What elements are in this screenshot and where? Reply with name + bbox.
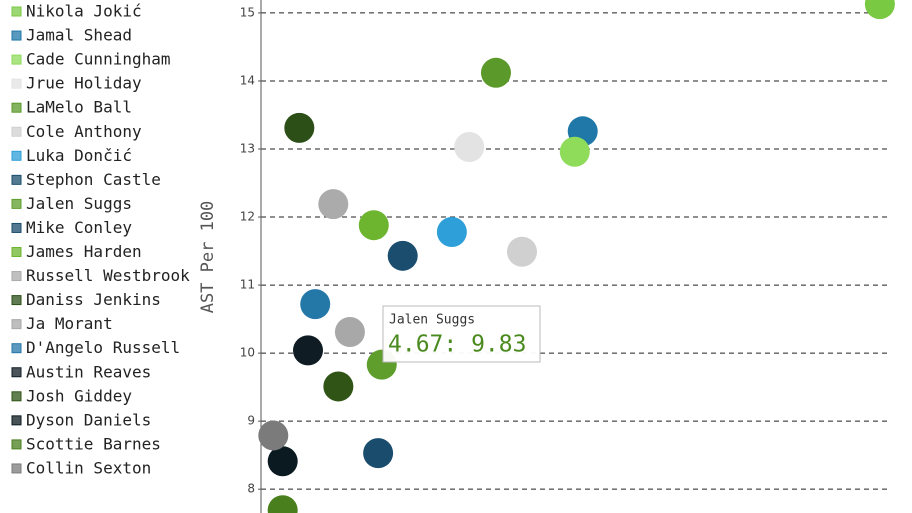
y-tick-label: 10 [240,346,255,360]
legend-label: Josh Giddey [26,386,132,405]
legend-swatch [11,463,22,474]
legend-swatch [11,150,22,161]
legend-label: Ja Morant [26,314,113,333]
grid: 8 9 10 11 12 13 14 15 [240,5,890,496]
y-tick-label: 8 [247,482,255,496]
legend-label: Collin Sexton [26,458,151,477]
point [334,317,365,348]
y-tick-label: 9 [247,414,255,428]
y-axis-label: AST Per 100 [198,201,218,314]
point [358,210,389,241]
tooltip-box [382,305,541,363]
point [284,112,315,143]
point [387,240,418,271]
legend-label: LaMelo Ball [26,98,132,117]
legend-swatch [11,174,22,185]
point [864,0,895,20]
point [323,371,354,402]
legend-swatch [11,415,22,426]
tooltip: Jalen Suggs 4.67: 9.83 [382,305,541,363]
legend-label: Daniss Jenkins [26,290,161,309]
legend-label: Mike Conley [26,218,132,237]
point [506,236,537,267]
legend-swatch [11,78,22,89]
y-tick-label: 12 [240,210,255,224]
point [480,57,511,88]
legend-label: Jrue Holiday [26,74,142,93]
legend-swatch [11,198,22,209]
legend-label: D'Angelo Russell [26,338,180,357]
point [559,136,590,167]
legend-swatch [11,126,22,137]
legend-label: Jamal Shead [26,26,132,45]
point [292,335,323,366]
legend-swatch [11,295,22,306]
legend-swatch [11,6,22,17]
point [258,420,289,451]
y-tick-label: 13 [240,142,255,156]
point [363,438,394,469]
point [454,131,485,162]
points [258,0,895,513]
legend-swatch [11,319,22,330]
point [267,446,298,477]
legend-label: Jalen Suggs [26,194,132,213]
legend-swatch [11,54,22,65]
y-tick-label: 15 [240,5,255,19]
legend-swatch [11,439,22,450]
legend-label: James Harden [26,242,142,261]
legend-label: Stephon Castle [26,170,161,189]
legend-swatch [11,391,22,402]
legend-label: Russell Westbrook [26,266,190,285]
legend: Nikola Jokić Jamal Shead Cade Cunningham Jr… [11,2,190,477]
point [318,189,349,220]
tooltip-label: 4.67: 9.83 [388,332,526,358]
legend-label: Cade Cunningham [26,50,171,69]
legend-label: Dyson Daniels [26,410,151,429]
point [267,495,298,513]
point [300,289,331,320]
legend-label: Cole Anthony [26,122,142,141]
legend-label: Luka Dončić [26,146,132,165]
legend-label: Nikola Jokić [26,2,142,21]
legend-swatch [11,271,22,282]
legend-swatch [11,343,22,354]
legend-label: Scottie Barnes [26,434,161,453]
legend-swatch [11,222,22,233]
y-tick-label: 11 [240,278,255,292]
legend-swatch [11,30,22,41]
point [436,217,467,248]
legend-swatch [11,247,22,257]
legend-label: Austin Reaves [26,362,151,381]
legend-swatch [11,102,22,113]
legend-swatch [11,367,22,378]
y-tick-label: 14 [240,73,255,87]
tooltip-title: Jalen Suggs [389,313,475,328]
